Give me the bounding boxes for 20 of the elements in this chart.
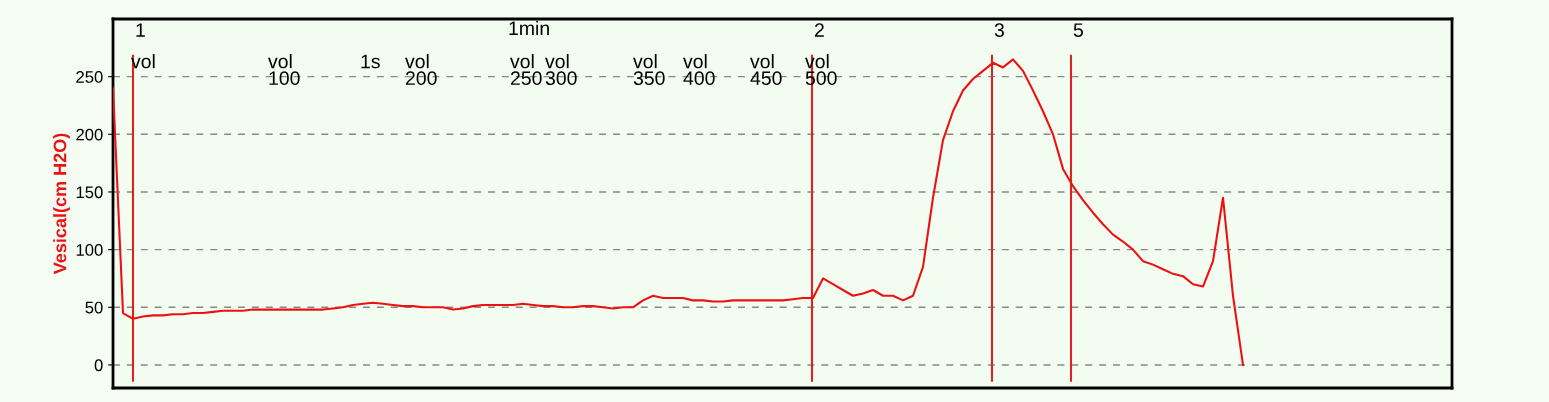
annotation: 1	[136, 23, 145, 37]
y-tick-label: 50	[85, 301, 103, 314]
y-tick-label: 0	[94, 359, 103, 372]
annotation: vol 200	[405, 54, 437, 86]
y-tick-label: 250	[76, 71, 103, 83]
y-tick-label: 100	[76, 244, 103, 256]
annotation: 2	[814, 23, 824, 37]
annotation: vol 100	[268, 54, 300, 86]
annotation: vol 350	[633, 54, 665, 86]
y-tick-label: 150	[76, 186, 103, 199]
y-tick-label: 200	[76, 128, 103, 141]
annotation: 5	[1073, 23, 1083, 37]
annotation: 3	[994, 23, 1004, 37]
annotation: 1min	[509, 20, 549, 35]
y-axis-title: Vesical(cm H2O)	[53, 133, 70, 275]
annotation: vol 400	[683, 54, 715, 86]
annotation: vol 300	[545, 54, 577, 86]
annotation: vol 450	[750, 54, 782, 86]
annotation: 1s	[361, 54, 380, 69]
annotation: vol 250	[510, 54, 542, 86]
